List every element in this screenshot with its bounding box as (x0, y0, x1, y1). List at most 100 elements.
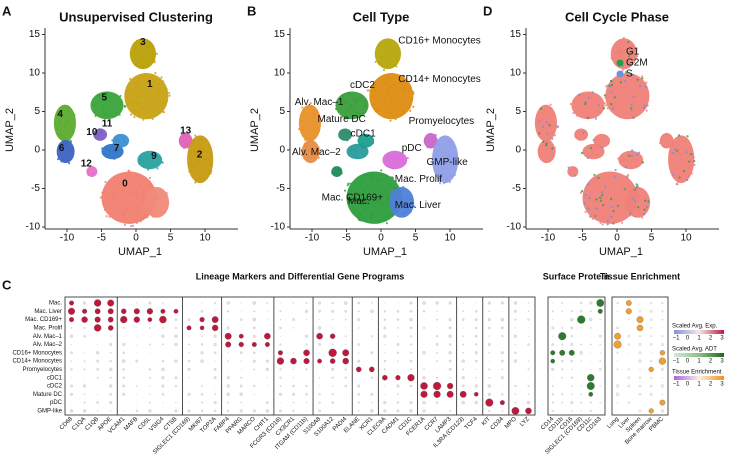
cell-speck (603, 94, 606, 97)
expression-dot (638, 359, 642, 363)
cell-speck (129, 192, 132, 195)
expression-dot (599, 343, 602, 346)
expression-dot (448, 343, 452, 346)
expression-dot (639, 368, 641, 371)
cluster-label: 4 (57, 109, 63, 120)
cell-speck (553, 146, 557, 150)
cell-speck (133, 108, 136, 111)
cell-speck (139, 156, 143, 159)
cell-speck (606, 219, 609, 222)
cell-speck (382, 188, 385, 192)
expression-dot (305, 393, 308, 396)
expression-dot (265, 409, 270, 413)
cell-speck (135, 45, 139, 48)
cell-speck (585, 102, 589, 105)
expression-dot (396, 351, 400, 354)
cell-speck (637, 206, 640, 209)
expression-dot (599, 385, 601, 387)
expression-dot (279, 302, 281, 304)
x-tick-label: 10 (444, 233, 456, 244)
row-label: Mature DC (33, 392, 63, 398)
cell-type-label: CD14+ Monocytes (398, 74, 481, 85)
expression-dot (551, 343, 555, 346)
expression-dot (252, 317, 257, 322)
expression-dot (527, 302, 530, 304)
expression-dot (568, 349, 575, 356)
expression-dot (239, 409, 243, 413)
expression-dot (265, 367, 269, 371)
expression-dot (580, 385, 582, 387)
cell-speck (393, 64, 396, 67)
cell-speck (586, 104, 589, 107)
cell-speck (573, 167, 576, 170)
cell-speck (390, 176, 393, 179)
cell-speck (634, 158, 637, 161)
expression-dot (598, 368, 602, 371)
cell-speck (600, 141, 603, 144)
cell-speck (94, 114, 97, 117)
expression-dot (370, 392, 374, 396)
expression-dot (69, 334, 74, 338)
cell-speck (356, 215, 360, 218)
cell-speck (584, 193, 587, 196)
cell-speck (577, 100, 581, 103)
y-tick-label: 15 (274, 29, 286, 40)
expression-dot (135, 359, 139, 363)
expression-dot (448, 367, 452, 371)
cell-speck (590, 103, 593, 106)
cell-speck (304, 145, 307, 148)
cell-speck (385, 49, 389, 53)
cell-speck (377, 201, 381, 204)
cell-speck (412, 92, 415, 96)
expression-dot (303, 358, 310, 365)
expression-dot (625, 300, 632, 306)
expression-dot (94, 308, 101, 315)
cell-speck (380, 204, 383, 207)
umap-cloud (53, 38, 214, 228)
cell-speck (132, 207, 135, 211)
cell-speck (114, 150, 117, 153)
cell-speck (122, 210, 125, 214)
cell-speck (591, 217, 594, 220)
expression-dot (213, 367, 217, 371)
cell-speck (395, 65, 398, 68)
cell-speck (301, 125, 304, 128)
expression-dot (97, 393, 99, 395)
expression-dot (422, 301, 426, 305)
cell-speck (680, 135, 683, 139)
x-tick-label: -5 (97, 233, 106, 244)
cell-speck (676, 174, 679, 177)
expression-dot (187, 392, 191, 396)
cell-speck (593, 173, 596, 176)
expression-dot (570, 310, 573, 313)
expression-dot (357, 384, 361, 388)
cell-speck (189, 162, 192, 165)
cell-speck (383, 102, 386, 105)
cell-cluster (593, 133, 611, 148)
expression-dot (461, 384, 465, 388)
row-label: cDC2 (47, 384, 63, 390)
cell-speck (347, 108, 351, 111)
expression-dot (474, 351, 478, 355)
cell-speck (305, 136, 308, 140)
cell-speck (55, 127, 59, 130)
cell-speck (203, 176, 206, 180)
expression-dot (527, 343, 530, 346)
expression-dot (331, 318, 334, 321)
expression-dot (551, 393, 554, 396)
cell-type-label: Alv. Mac–1 (295, 97, 344, 108)
expression-dot (661, 393, 664, 395)
expression-dot (488, 310, 491, 313)
cell-speck (143, 153, 146, 156)
expression-dot (122, 343, 126, 346)
cell-speck (126, 103, 130, 106)
cell-speck (195, 179, 198, 182)
cell-speck (551, 137, 554, 140)
expression-dot (462, 310, 464, 313)
panel-title: Cell Type (353, 9, 410, 24)
cell-cluster (357, 133, 375, 148)
expression-dot (383, 310, 386, 313)
expression-dot (448, 359, 452, 363)
row-label: GMP-like (37, 408, 62, 414)
cell-speck (148, 183, 151, 187)
